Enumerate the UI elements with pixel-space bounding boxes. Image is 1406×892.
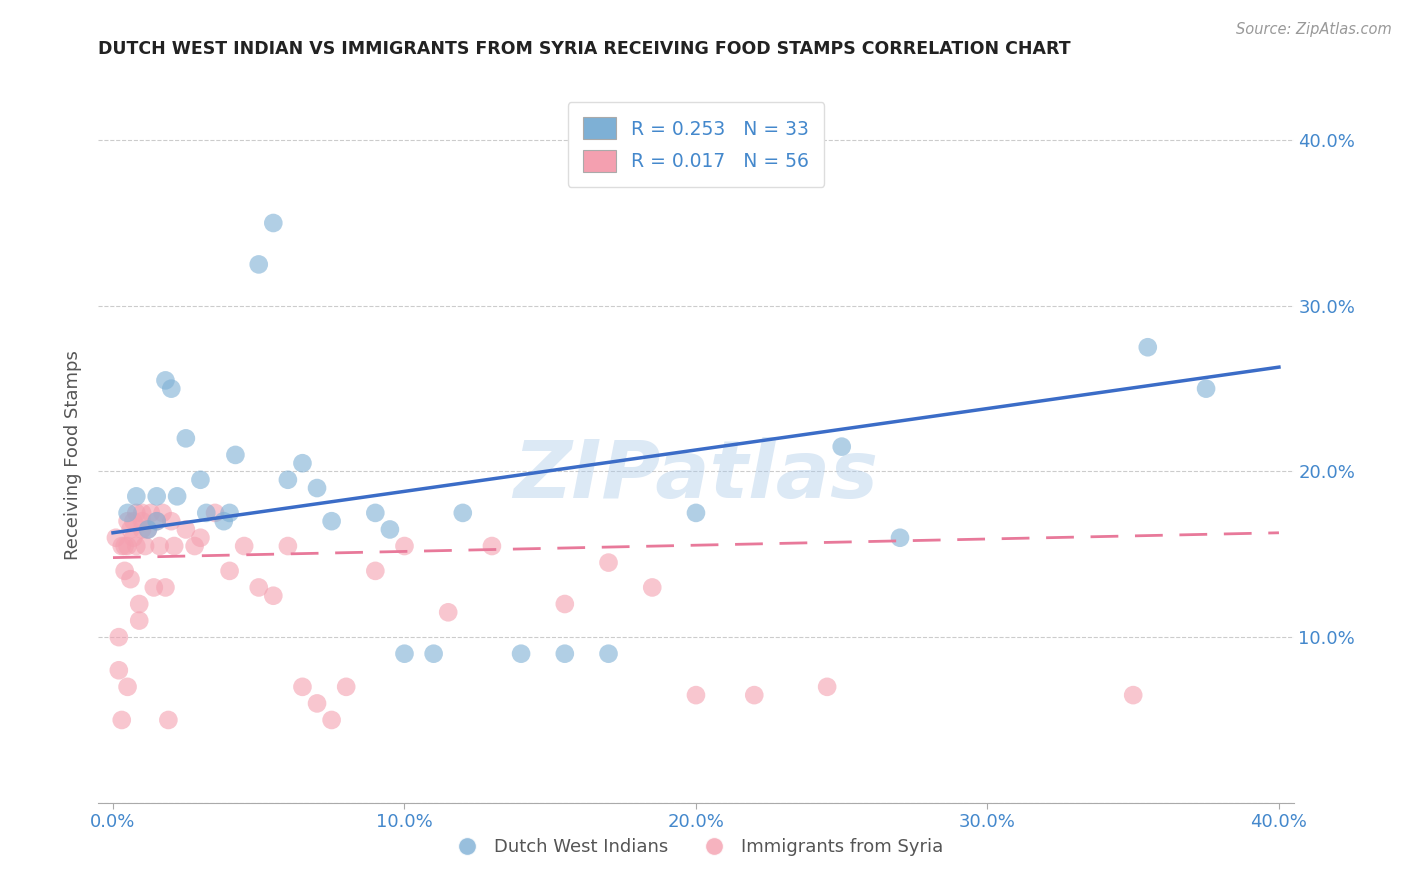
Point (190, 531, 212, 545)
Point (131, 514, 153, 528)
Point (122, 514, 145, 528)
Point (120, 572, 142, 586)
Point (163, 539, 186, 553)
Point (142, 581, 165, 595)
Point (108, 663, 131, 677)
Point (641, 581, 664, 595)
Point (321, 514, 343, 528)
Point (247, 581, 270, 595)
Point (195, 506, 218, 520)
Point (305, 481, 328, 495)
Point (108, 630, 131, 644)
Point (598, 556, 620, 570)
Point (152, 506, 174, 520)
Point (145, 514, 167, 528)
Point (136, 523, 159, 537)
Point (831, 440, 853, 454)
Point (139, 506, 162, 520)
Point (815, 680, 838, 694)
Text: Source: ZipAtlas.com: Source: ZipAtlas.com (1236, 22, 1392, 37)
Point (120, 523, 142, 537)
Text: DUTCH WEST INDIAN VS IMMIGRANTS FROM SYRIA RECEIVING FOOD STAMPS CORRELATION CHA: DUTCH WEST INDIAN VS IMMIGRANTS FROM SYR… (98, 40, 1071, 58)
Point (510, 647, 533, 661)
Point (128, 597, 150, 611)
Point (305, 697, 328, 711)
Point (117, 539, 139, 553)
Point (136, 523, 159, 537)
Point (114, 564, 136, 578)
Point (212, 514, 235, 528)
Point (122, 531, 145, 545)
Point (422, 647, 444, 661)
Point (174, 431, 197, 445)
Point (685, 506, 707, 520)
Point (364, 564, 387, 578)
Point (145, 514, 167, 528)
Point (111, 713, 134, 727)
Point (598, 647, 620, 661)
Point (111, 539, 134, 553)
Point (117, 514, 139, 528)
Point (183, 539, 205, 553)
Point (218, 564, 240, 578)
Point (117, 506, 139, 520)
Point (394, 539, 416, 553)
Point (125, 506, 148, 520)
Legend: Dutch West Indians, Immigrants from Syria: Dutch West Indians, Immigrants from Syri… (441, 831, 950, 863)
Point (155, 581, 177, 595)
Y-axis label: Receiving Food Stamps: Receiving Food Stamps (65, 350, 83, 560)
Point (335, 680, 357, 694)
Point (1195, 382, 1218, 396)
Point (155, 373, 177, 387)
Point (277, 473, 299, 487)
Point (262, 216, 284, 230)
Point (125, 539, 148, 553)
Point (174, 523, 197, 537)
Point (481, 539, 503, 553)
Point (149, 539, 172, 553)
Point (131, 523, 153, 537)
Point (218, 506, 240, 520)
Point (160, 382, 183, 396)
Point (742, 688, 765, 702)
Point (134, 539, 156, 553)
Point (104, 531, 127, 545)
Point (128, 614, 150, 628)
Point (117, 680, 139, 694)
Point (437, 605, 460, 619)
Point (378, 523, 401, 537)
Point (125, 489, 148, 503)
Point (394, 647, 416, 661)
Point (277, 539, 299, 553)
Point (889, 531, 911, 545)
Point (131, 506, 153, 520)
Point (204, 506, 226, 520)
Point (291, 680, 314, 694)
Point (554, 647, 576, 661)
Point (291, 456, 314, 470)
Point (233, 539, 256, 553)
Point (160, 514, 183, 528)
Point (224, 448, 246, 462)
Point (364, 506, 387, 520)
Point (145, 489, 167, 503)
Point (247, 257, 270, 271)
Point (1136, 340, 1159, 354)
Point (685, 688, 707, 702)
Text: ZIPatlas: ZIPatlas (513, 437, 879, 515)
Point (157, 713, 180, 727)
Point (262, 589, 284, 603)
Point (451, 506, 474, 520)
Point (554, 597, 576, 611)
Point (1122, 688, 1144, 702)
Point (321, 713, 343, 727)
Point (166, 489, 188, 503)
Point (114, 539, 136, 553)
Point (190, 473, 212, 487)
